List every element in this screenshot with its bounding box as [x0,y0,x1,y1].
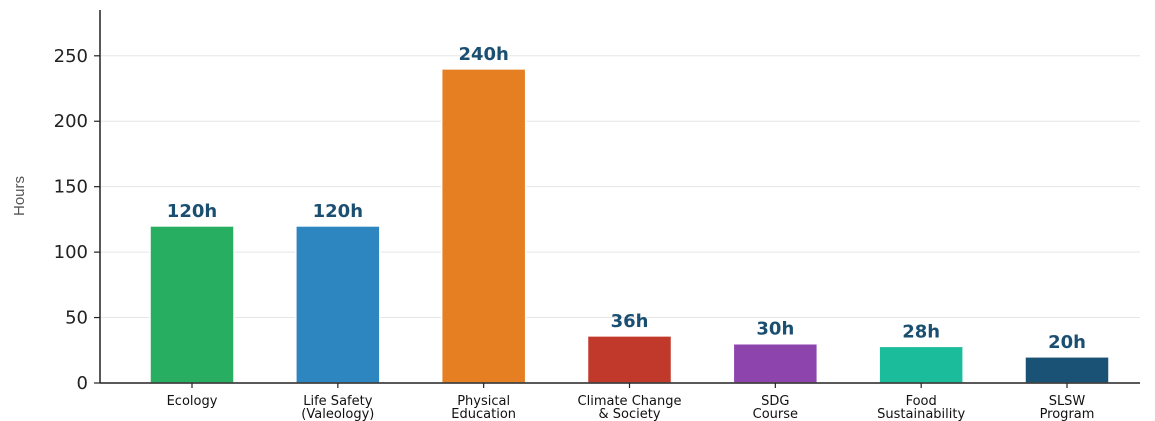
bar [440,68,527,384]
x-tick-label: SLSW Program [1040,394,1095,421]
bar [732,342,819,384]
data-labels: 120h 120h 240h 36h 30h 28h 20h [167,44,1086,353]
y-tick-label: 200 [54,111,88,132]
bar-value-label: 120h [313,201,363,222]
axes [99,10,1140,384]
bar-value-label: 28h [902,321,940,342]
bar [878,345,964,384]
bar-value-label: 120h [167,201,217,222]
bar-value-label: 30h [756,319,794,340]
x-tick-label: SDG Course [753,394,798,421]
x-tick-labels: Ecology Life Safety (Valeology) Physical Edu… [167,383,1095,421]
y-tick-label: 0 [77,373,88,394]
bar-value-label: 240h [458,44,508,65]
y-tick-label: 250 [54,46,88,67]
y-tick-label: 50 [65,308,88,329]
y-ticks: 0 50 100 150 200 250 [54,46,100,394]
y-tick-label: 100 [54,242,88,263]
x-tick-label: Ecology [167,394,218,409]
x-tick-label: Food Sustainability [877,394,965,421]
x-tick-label: Life Safety (Valeology) [301,394,374,421]
y-tick-label: 150 [54,177,88,198]
grid-lines [100,55,1140,319]
bars [149,68,1110,384]
bar [295,225,381,384]
x-tick-label: Climate Change & Society [578,394,682,421]
bar [586,335,673,384]
bar [149,225,235,384]
bar [1024,356,1110,384]
y-axis-title: Hours [11,176,28,216]
bar-value-label: 36h [611,311,649,332]
bar-value-label: 20h [1048,332,1086,353]
x-tick-label: Physical Education [451,394,516,421]
